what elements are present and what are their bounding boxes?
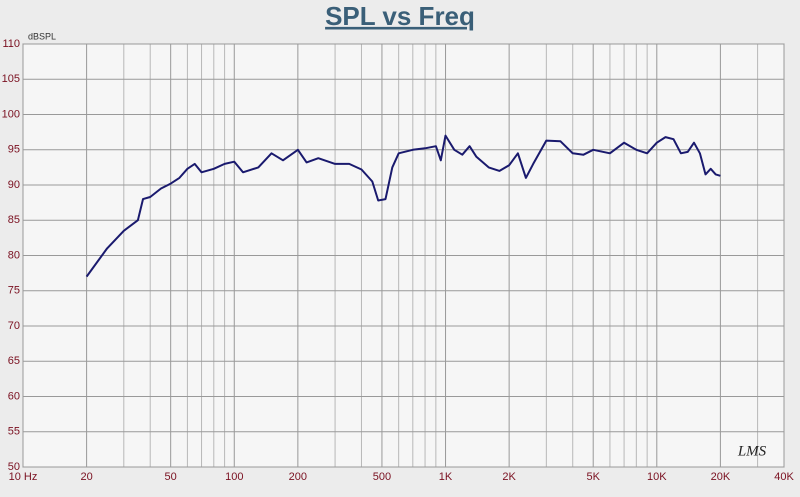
y-axis-label: dBSPL (28, 31, 56, 41)
spl-line (85, 134, 721, 278)
y-tick-label: 65 (8, 355, 20, 367)
x-tick-label: 200 (289, 471, 307, 483)
y-tick-label: 105 (2, 73, 20, 85)
y-tick-label: 60 (8, 390, 20, 402)
y-tick-label: 110 (2, 38, 20, 50)
y-tick-label: 70 (8, 320, 20, 332)
watermark: LMS (737, 443, 767, 459)
x-tick-label: 100 (225, 471, 243, 483)
x-tick-label: 10K (647, 471, 667, 483)
y-tick-label: 50 (8, 461, 20, 473)
x-tick-label: 20 (80, 471, 92, 483)
chart-title: SPL vs Freq (325, 1, 475, 31)
y-tick-label: 75 (8, 285, 20, 297)
x-tick-label: 20K (711, 471, 731, 483)
x-tick-label: 5K (586, 471, 600, 483)
y-tick-label: 55 (8, 426, 20, 438)
x-tick-label: 2K (502, 471, 516, 483)
x-tick-label: 40K (774, 471, 794, 483)
y-tick-label: 85 (8, 214, 20, 226)
x-tick-label: 50 (165, 471, 177, 483)
x-tick-label: 500 (373, 471, 391, 483)
y-tick-label: 100 (2, 108, 20, 120)
y-tick-label: 95 (8, 144, 20, 156)
x-tick-label: 1K (439, 471, 453, 483)
y-tick-label: 90 (8, 179, 20, 191)
y-tick-label: 80 (8, 249, 20, 261)
x-tick-label: 10 Hz (9, 471, 38, 483)
